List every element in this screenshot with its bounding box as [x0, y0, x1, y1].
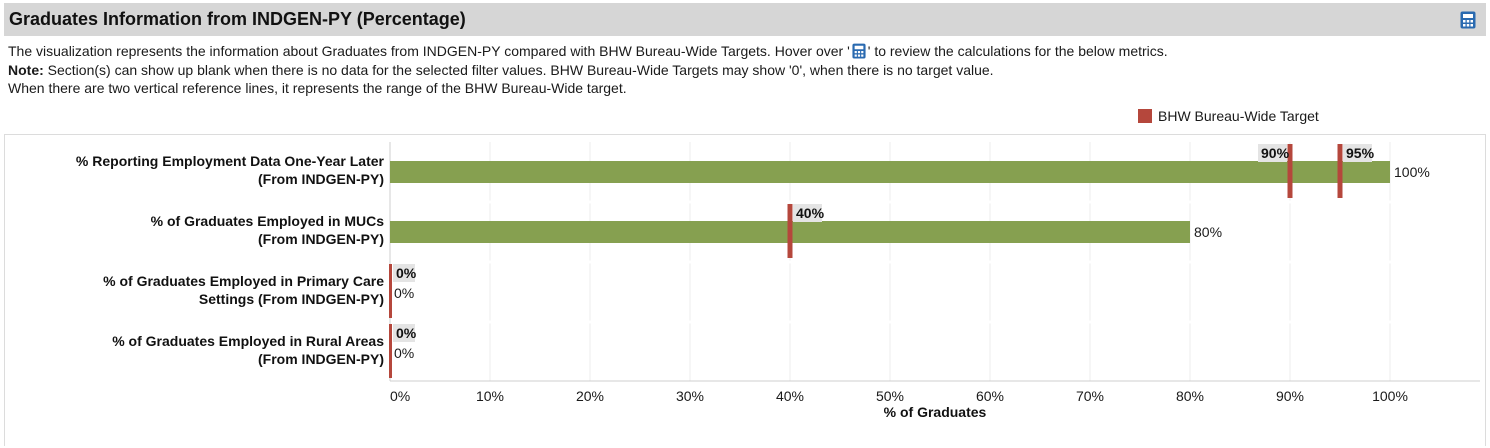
- category-label: % of Graduates Employed in Rural Areas (F…: [4, 332, 384, 368]
- x-tick-label: 20%: [576, 388, 604, 404]
- category-label-line: Settings (From INDGEN-PY): [198, 291, 384, 307]
- x-tick-label: 30%: [676, 388, 704, 404]
- target-label: 90%: [1261, 145, 1290, 161]
- target-line: [787, 204, 793, 258]
- target-label-bg: [393, 264, 415, 282]
- target-label: 0%: [396, 325, 417, 341]
- target-label: 0%: [396, 265, 417, 281]
- section-header: Graduates Information from INDGEN-PY (Pe…: [4, 3, 1486, 36]
- x-tick-label: 90%: [1276, 388, 1304, 404]
- description-text-after-icon: ' to review the calculations for the bel…: [867, 43, 1168, 59]
- description-line-1: The visualization represents the informa…: [8, 42, 1168, 61]
- x-tick-label: 80%: [1176, 388, 1204, 404]
- category-label: % Reporting Employment Data One-Year Lat…: [4, 152, 384, 188]
- category-label-line: (From INDGEN-PY): [258, 231, 384, 247]
- chart-frame: [4, 134, 1486, 446]
- x-tick-label: 70%: [1076, 388, 1104, 404]
- calculator-icon[interactable]: [1460, 11, 1476, 29]
- chart-legend: BHW Bureau-Wide Target: [1138, 108, 1319, 124]
- value-label: 80%: [1194, 224, 1222, 240]
- x-tick-label: 0%: [390, 388, 410, 404]
- target-line: [1337, 144, 1343, 198]
- target-line: [1287, 144, 1293, 198]
- x-tick-label: 60%: [976, 388, 1004, 404]
- category-label: % of Graduates Employed in MUCs (From IND…: [4, 212, 384, 248]
- target-label: 40%: [796, 205, 825, 221]
- bar: [390, 161, 1390, 183]
- target-label: 95%: [1346, 145, 1375, 161]
- x-tick-label: 100%: [1372, 388, 1408, 404]
- section-title: Graduates Information from INDGEN-PY (Pe…: [9, 9, 466, 29]
- value-label: 0%: [394, 285, 414, 301]
- description: The visualization represents the informa…: [8, 42, 1168, 98]
- target-label-bg: [393, 324, 415, 342]
- description-line-3: When there are two vertical reference li…: [8, 80, 627, 96]
- target-line: [389, 264, 392, 318]
- target-label-bg: [1258, 144, 1287, 162]
- value-label: 100%: [1394, 164, 1430, 180]
- category-label-line: (From INDGEN-PY): [258, 171, 384, 187]
- note-text: Section(s) can show up blank when there …: [43, 61, 994, 78]
- category-label-line: % of Graduates Employed in MUCs: [150, 213, 384, 229]
- legend-swatch: [1138, 109, 1152, 123]
- x-tick-label: 50%: [876, 388, 904, 404]
- note-label: Note:: [8, 61, 44, 78]
- legend-label: BHW Bureau-Wide Target: [1158, 108, 1319, 124]
- category-label-line: % of Graduates Employed in Rural Areas: [112, 333, 384, 349]
- value-label: 0%: [394, 345, 414, 361]
- target-label-bg: [793, 204, 822, 222]
- target-line: [389, 324, 392, 378]
- target-label-bg: [1343, 144, 1372, 162]
- category-label-line: % of Graduates Employed in Primary Care: [103, 273, 384, 289]
- x-axis-title: % of Graduates: [883, 404, 987, 420]
- x-tick-label: 40%: [776, 388, 804, 404]
- category-label: % of Graduates Employed in Primary Care S…: [4, 272, 384, 308]
- category-label-line: % Reporting Employment Data One-Year Lat…: [75, 153, 384, 169]
- description-text-before-icon: The visualization represents the informa…: [8, 43, 850, 59]
- x-tick-label: 10%: [476, 388, 504, 404]
- category-label-line: (From INDGEN-PY): [258, 351, 384, 367]
- calculator-icon: [852, 43, 866, 59]
- description-note: Note: Section(s) can show up blank when …: [8, 61, 1168, 80]
